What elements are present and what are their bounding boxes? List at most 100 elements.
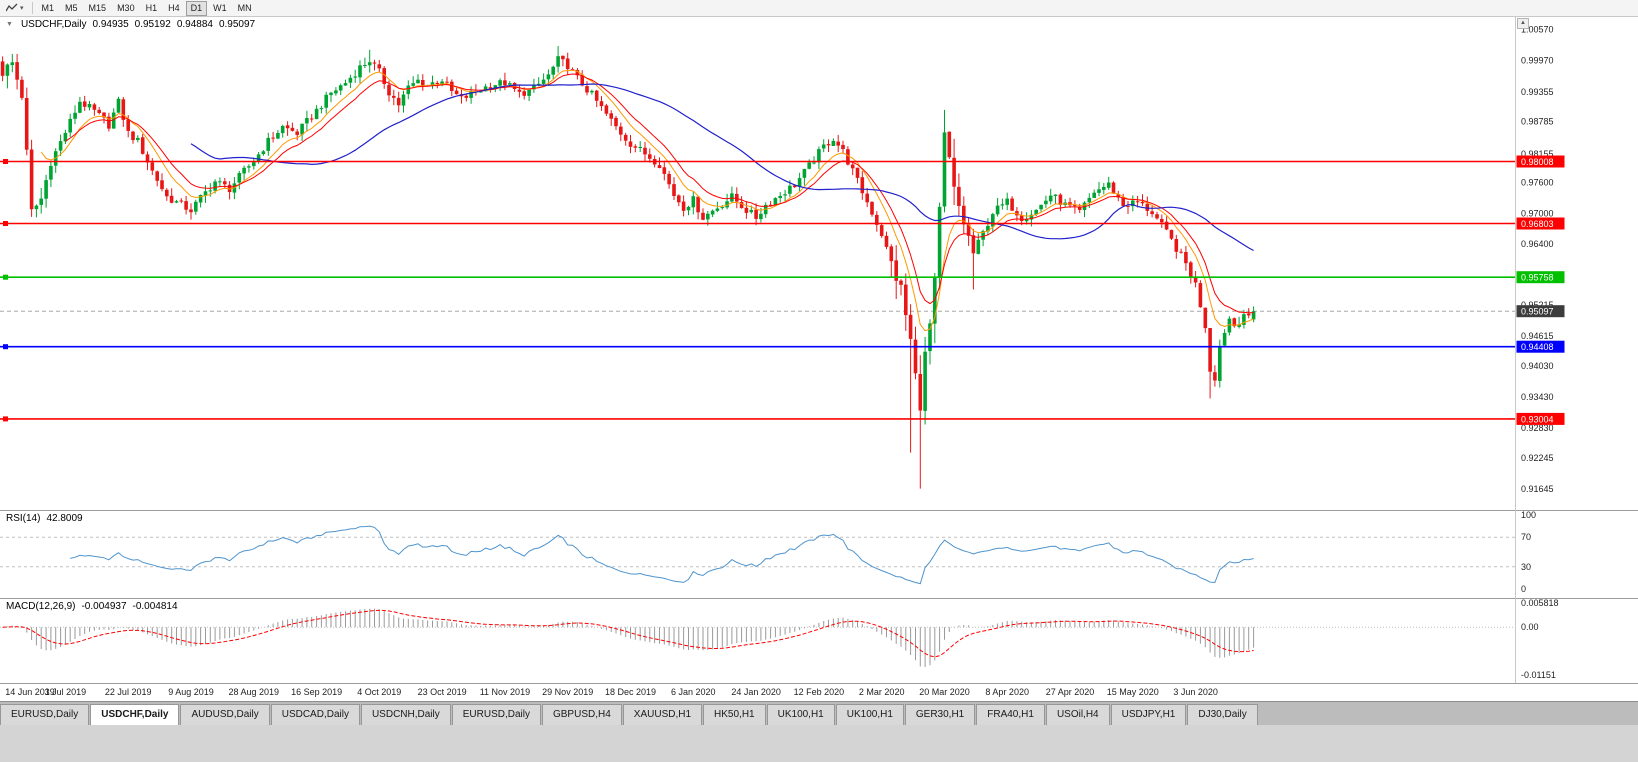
candle-up <box>797 178 802 187</box>
candle-up <box>710 210 715 215</box>
price-chip <box>1516 412 1565 425</box>
candle-down <box>20 79 24 98</box>
timeframe-h4[interactable]: H4 <box>163 1 185 16</box>
candle-down <box>846 149 850 165</box>
candle-down <box>841 144 845 149</box>
candle-up <box>314 108 319 120</box>
macd-axis-label: 0.005818 <box>1521 598 1559 608</box>
hline-handle[interactable] <box>3 274 8 280</box>
candle-up <box>783 194 787 196</box>
date-axis-label: 28 Aug 2019 <box>229 687 280 697</box>
candle-down <box>701 212 705 220</box>
price-axis-label: 0.99970 <box>1521 56 1554 66</box>
price-axis-label: 0.92245 <box>1521 453 1554 463</box>
candle-down <box>131 131 135 141</box>
price-axis-label: 0.99355 <box>1521 87 1554 97</box>
candle-down <box>1111 182 1116 194</box>
candle-up <box>981 231 985 240</box>
chart-tab-12-fra40-h1[interactable]: FRA40,H1 <box>976 704 1045 725</box>
hline-handle[interactable] <box>3 159 8 164</box>
candle-down <box>628 141 633 147</box>
candle-up <box>208 190 213 192</box>
chart-tab-3-usdcad-daily[interactable]: USDCAD,Daily <box>270 704 360 725</box>
chart-tab-4-usdcnh-daily[interactable]: USDCNH,Daily <box>360 704 451 725</box>
candle-up <box>1102 187 1106 190</box>
chart-tab-1-usdchf-daily[interactable]: USDCHF,Daily <box>90 704 180 725</box>
candle-up <box>213 181 217 191</box>
candle-down <box>585 86 589 93</box>
chart-tab-8-hk50-h1[interactable]: HK50,H1 <box>703 704 766 725</box>
chart-tab-5-eurusd-daily[interactable]: EURUSD,Daily <box>451 704 541 725</box>
chart-tab-0-eurusd-daily[interactable]: EURUSD,Daily <box>0 704 90 725</box>
timeframe-mn[interactable]: MN <box>233 1 257 16</box>
candle-up <box>493 85 498 90</box>
candle-up <box>773 198 778 206</box>
chart-tab-11-ger30-h1[interactable]: GER30,H1 <box>904 704 976 725</box>
candle-down <box>121 99 126 120</box>
candle-down <box>575 70 580 76</box>
timeframe-w1[interactable]: W1 <box>208 1 232 16</box>
candle-up <box>319 108 324 110</box>
timeframe-h1[interactable]: H1 <box>141 1 163 16</box>
price-chip-label: 0.96803 <box>1521 219 1554 229</box>
price-axis[interactable]: 1.00570 0.99970 0.99355 0.98785 0.98155 0.976… <box>1515 17 1565 683</box>
chart-tab-15-dj30-daily[interactable]: DJ30,Daily <box>1187 704 1258 725</box>
candle-up <box>280 126 285 134</box>
chart-tab-6-gbpusd-h4[interactable]: GBPUSD,H4 <box>541 704 622 725</box>
candle-down <box>189 209 193 213</box>
candle-down <box>604 105 609 114</box>
chevron-down-icon: ▾ <box>20 4 24 12</box>
rsi-line <box>70 525 1254 585</box>
chart-tab-9-uk100-h1[interactable]: UK100,H1 <box>766 704 835 725</box>
candle-up <box>1106 182 1111 188</box>
candle-down <box>735 193 739 202</box>
hline-handle[interactable] <box>3 344 8 350</box>
candle-down <box>1174 239 1179 252</box>
chart-tab-13-usoil-h4[interactable]: USOil,H4 <box>1045 704 1110 725</box>
candle-up <box>174 201 179 203</box>
candle-down <box>855 167 860 178</box>
candle-down <box>150 162 155 171</box>
chart-tab-10-uk100-h1[interactable]: UK100,H1 <box>835 704 904 725</box>
chart-line-icon <box>6 3 18 12</box>
candle-up <box>305 118 309 124</box>
date-axis-label: 29 Nov 2019 <box>542 687 593 697</box>
candle-down <box>744 207 749 213</box>
candle-up <box>483 86 488 92</box>
candle-down <box>594 90 599 101</box>
candle-up <box>691 196 696 208</box>
timeframe-d1[interactable]: D1 <box>185 0 208 16</box>
candle-down <box>503 80 507 86</box>
candle-down <box>667 173 671 185</box>
chart-tab-2-audusd-daily[interactable]: AUDUSD,Daily <box>180 704 270 725</box>
candle-down <box>1193 277 1198 283</box>
candle-down <box>227 184 232 192</box>
candle-up <box>1227 318 1232 333</box>
candle-up <box>73 112 77 119</box>
candle-down <box>952 157 956 187</box>
chart-area[interactable]: 1.00570 0.99970 0.99355 0.98785 0.98155 0.976… <box>0 17 1638 701</box>
hline-handle[interactable] <box>3 221 8 226</box>
candle-down <box>290 127 295 131</box>
candle-up <box>39 198 43 205</box>
candle-down <box>1155 214 1159 219</box>
candle-up <box>324 94 328 108</box>
chart-tab-14-usdjpy-h1[interactable]: USDJPY,H1 <box>1110 704 1187 725</box>
hline-handle[interactable] <box>3 416 8 422</box>
candle-up <box>546 74 551 80</box>
candle-up <box>1000 204 1005 206</box>
chart-type-button[interactable]: ▾ <box>2 1 28 16</box>
chart-tab-7-xauusd-h1[interactable]: XAUUSD,H1 <box>622 704 703 725</box>
timeframe-m1[interactable]: M1 <box>37 1 60 16</box>
timeframe-m5[interactable]: M5 <box>60 1 83 16</box>
timeframe-m15[interactable]: M15 <box>84 1 112 16</box>
candle-down <box>1150 211 1154 215</box>
candle-up <box>111 112 116 129</box>
candle-down <box>1169 229 1174 239</box>
candle-down <box>1121 197 1125 206</box>
scroll-up-button[interactable]: ▲ <box>1517 18 1529 29</box>
timeframe-m30[interactable]: M30 <box>112 1 140 16</box>
price-chip-label: 0.94408 <box>1521 342 1554 352</box>
top-toolbar: ▾ M1 M5 M15 M30 H1 H4 D1 W1 MN <box>0 0 1638 17</box>
